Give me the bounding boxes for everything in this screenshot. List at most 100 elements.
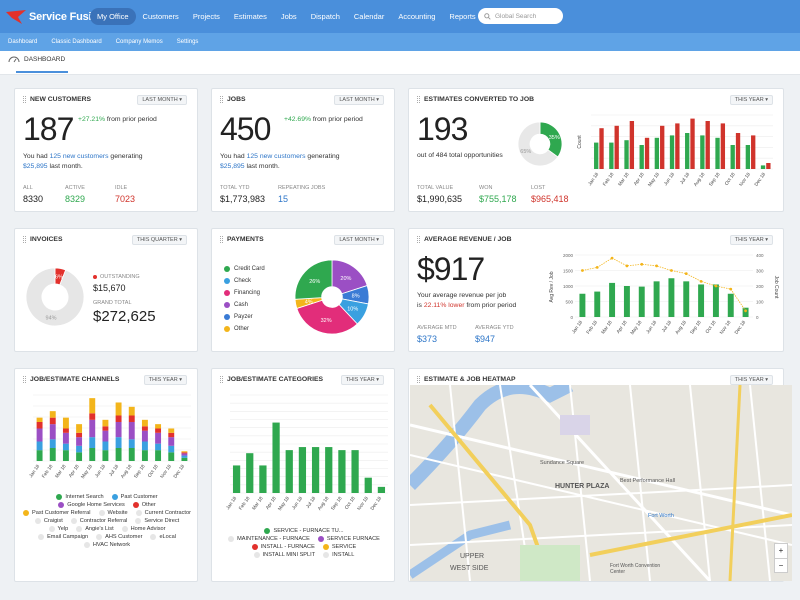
bar — [594, 142, 599, 169]
y2-tick-label: 300 — [756, 269, 764, 274]
bar — [311, 447, 320, 493]
legend-item[interactable]: Past Customer Referral — [23, 510, 91, 516]
drag-handle-icon[interactable] — [220, 236, 223, 243]
subnav-item-company-memos[interactable]: Company Memos — [115, 39, 163, 45]
stacked-bar-segment — [49, 424, 56, 440]
nav-item-customers[interactable]: Customers — [142, 12, 179, 21]
legend-item[interactable]: Email Campaign — [38, 534, 88, 540]
period-dropdown[interactable]: LAST MONTH ▾ — [334, 235, 384, 245]
legend-item[interactable]: Current Contractor — [135, 510, 191, 516]
period-dropdown[interactable]: LAST MONTH ▾ — [137, 95, 187, 105]
legend-item[interactable]: Check — [224, 275, 265, 287]
nav-item-dispatch[interactable]: Dispatch — [310, 12, 340, 21]
x-tick-label: Feb 18 — [41, 463, 55, 479]
legend-item[interactable]: Internet Search — [56, 494, 104, 500]
bar — [745, 145, 751, 169]
breadcrumb-label[interactable]: DASHBOARD — [24, 56, 66, 63]
legend-item[interactable]: Home Advisor — [121, 526, 165, 532]
legend-item[interactable]: SERVICE - FURNACE TU... — [264, 528, 344, 534]
legend-item[interactable]: Yelp — [48, 526, 68, 532]
line-point — [699, 279, 703, 283]
idle-label: IDLE — [115, 185, 128, 191]
nav-item-reports[interactable]: Reports — [449, 12, 476, 21]
period-dropdown[interactable]: THIS YEAR ▾ — [340, 375, 384, 385]
x-tick-label: Jan 18 — [225, 495, 238, 511]
zoom-out-button[interactable]: − — [775, 558, 787, 572]
legend-item[interactable]: eLocal — [150, 534, 176, 540]
stacked-bar-segment — [128, 439, 135, 448]
new-customers-card: NEW CUSTOMERS LAST MONTH ▾ 187 +27.21% f… — [14, 88, 198, 212]
bar — [285, 450, 293, 493]
legend-item[interactable]: Other — [132, 502, 156, 508]
brand-logo[interactable]: Service Fusion — [6, 8, 105, 26]
legend-item[interactable]: Website — [98, 510, 128, 516]
drag-handle-icon[interactable] — [220, 96, 223, 103]
nav-item-calendar[interactable]: Calendar — [353, 12, 385, 21]
x-tick-label: Feb 18 — [238, 495, 252, 511]
period-dropdown[interactable]: THIS QUARTER ▾ — [131, 235, 187, 245]
new-customers-link[interactable]: 125 new customers — [49, 153, 109, 160]
period-dropdown[interactable]: THIS YEAR ▾ — [729, 235, 773, 245]
payments-title: PAYMENTS — [220, 236, 264, 243]
legend-swatch — [111, 494, 118, 500]
legend-label: Service Direct — [144, 518, 180, 524]
legend-item[interactable]: Past Customer — [111, 494, 158, 500]
period-dropdown[interactable]: THIS YEAR ▾ — [143, 375, 187, 385]
bar — [338, 450, 346, 493]
drag-handle-icon[interactable] — [220, 376, 223, 383]
stacked-bar-segment — [89, 437, 96, 448]
legend-item[interactable]: Cash — [224, 299, 265, 311]
x-tick-label: Jul 18 — [108, 463, 120, 477]
stacked-bar-segment — [128, 421, 135, 440]
legend-item[interactable]: MAINTENANCE - FURNACE — [228, 536, 310, 542]
stacked-bar-segment — [102, 419, 109, 427]
legend-item[interactable]: Credit Card — [224, 263, 265, 275]
drag-handle-icon[interactable] — [23, 96, 26, 103]
legend-item[interactable]: SERVICE FURNACE — [317, 536, 380, 542]
nav-item-accounting[interactable]: Accounting — [398, 12, 436, 21]
drag-handle-icon[interactable] — [417, 376, 420, 383]
stacked-bar-segment — [102, 426, 109, 431]
legend-item[interactable]: Craigist — [34, 518, 63, 524]
legend-item[interactable]: Google Home Services — [58, 502, 125, 508]
period-dropdown[interactable]: THIS YEAR ▾ — [729, 95, 773, 105]
legend-item[interactable]: INSTALL — [323, 552, 354, 558]
legend-item[interactable]: HVAC Network — [83, 542, 130, 548]
legend-swatch — [76, 526, 83, 532]
new-customers-title: NEW CUSTOMERS — [23, 96, 91, 103]
subnav-item-dashboard[interactable]: Dashboard — [8, 39, 38, 45]
drag-handle-icon[interactable] — [417, 236, 420, 243]
period-dropdown[interactable]: THIS YEAR ▾ — [729, 375, 773, 385]
legend-item[interactable]: Contractor Referral — [70, 518, 127, 524]
nav-item-projects[interactable]: Projects — [192, 12, 220, 21]
x-tick-label: Jan 18 — [587, 171, 600, 187]
legend-item[interactable]: SERVICE — [322, 544, 356, 550]
subnav-item-settings[interactable]: Settings — [176, 39, 199, 45]
nav-item-jobs[interactable]: Jobs — [280, 12, 297, 21]
legend-item[interactable]: Payzer — [224, 311, 265, 323]
drag-handle-icon[interactable] — [417, 96, 420, 103]
legend-item[interactable]: AHS Customer — [96, 534, 142, 540]
drag-handle-icon[interactable] — [23, 236, 26, 243]
zoom-in-button[interactable]: + — [778, 546, 784, 555]
estimates-card: ESTIMATES CONVERTED TO JOB THIS YEAR ▾ 1… — [408, 88, 784, 212]
stacked-bar-segment — [115, 402, 122, 416]
stacked-bar-segment — [62, 432, 69, 444]
legend-item[interactable]: INSTALL MINI SPLIT — [253, 552, 315, 558]
drag-handle-icon[interactable] — [23, 376, 26, 383]
global-search-input[interactable]: Global Search — [478, 8, 563, 24]
legend-item[interactable]: Financing — [224, 287, 265, 299]
legend-item[interactable]: Angie's List — [76, 526, 114, 532]
nav-item-estimates[interactable]: Estimates — [233, 12, 267, 21]
x-tick-label: Nov 18 — [719, 319, 733, 335]
average-mtd-value: $373 — [417, 334, 438, 344]
new-customers-link[interactable]: 125 new customers — [246, 153, 306, 160]
stacked-bar-segment — [168, 428, 175, 433]
legend-item[interactable]: Service Direct — [135, 518, 179, 524]
period-dropdown[interactable]: LAST MONTH ▾ — [334, 95, 384, 105]
heatmap-map[interactable]: HUNTER PLAZA UPPER WEST SIDE Sundance Sq… — [410, 385, 792, 581]
legend-item[interactable]: Other — [224, 323, 265, 335]
subnav-item-classic-dashboard[interactable]: Classic Dashboard — [51, 39, 102, 45]
nav-item-my-office[interactable]: My Office — [90, 8, 136, 25]
legend-item[interactable]: INSTALL - FURNACE — [251, 544, 315, 550]
